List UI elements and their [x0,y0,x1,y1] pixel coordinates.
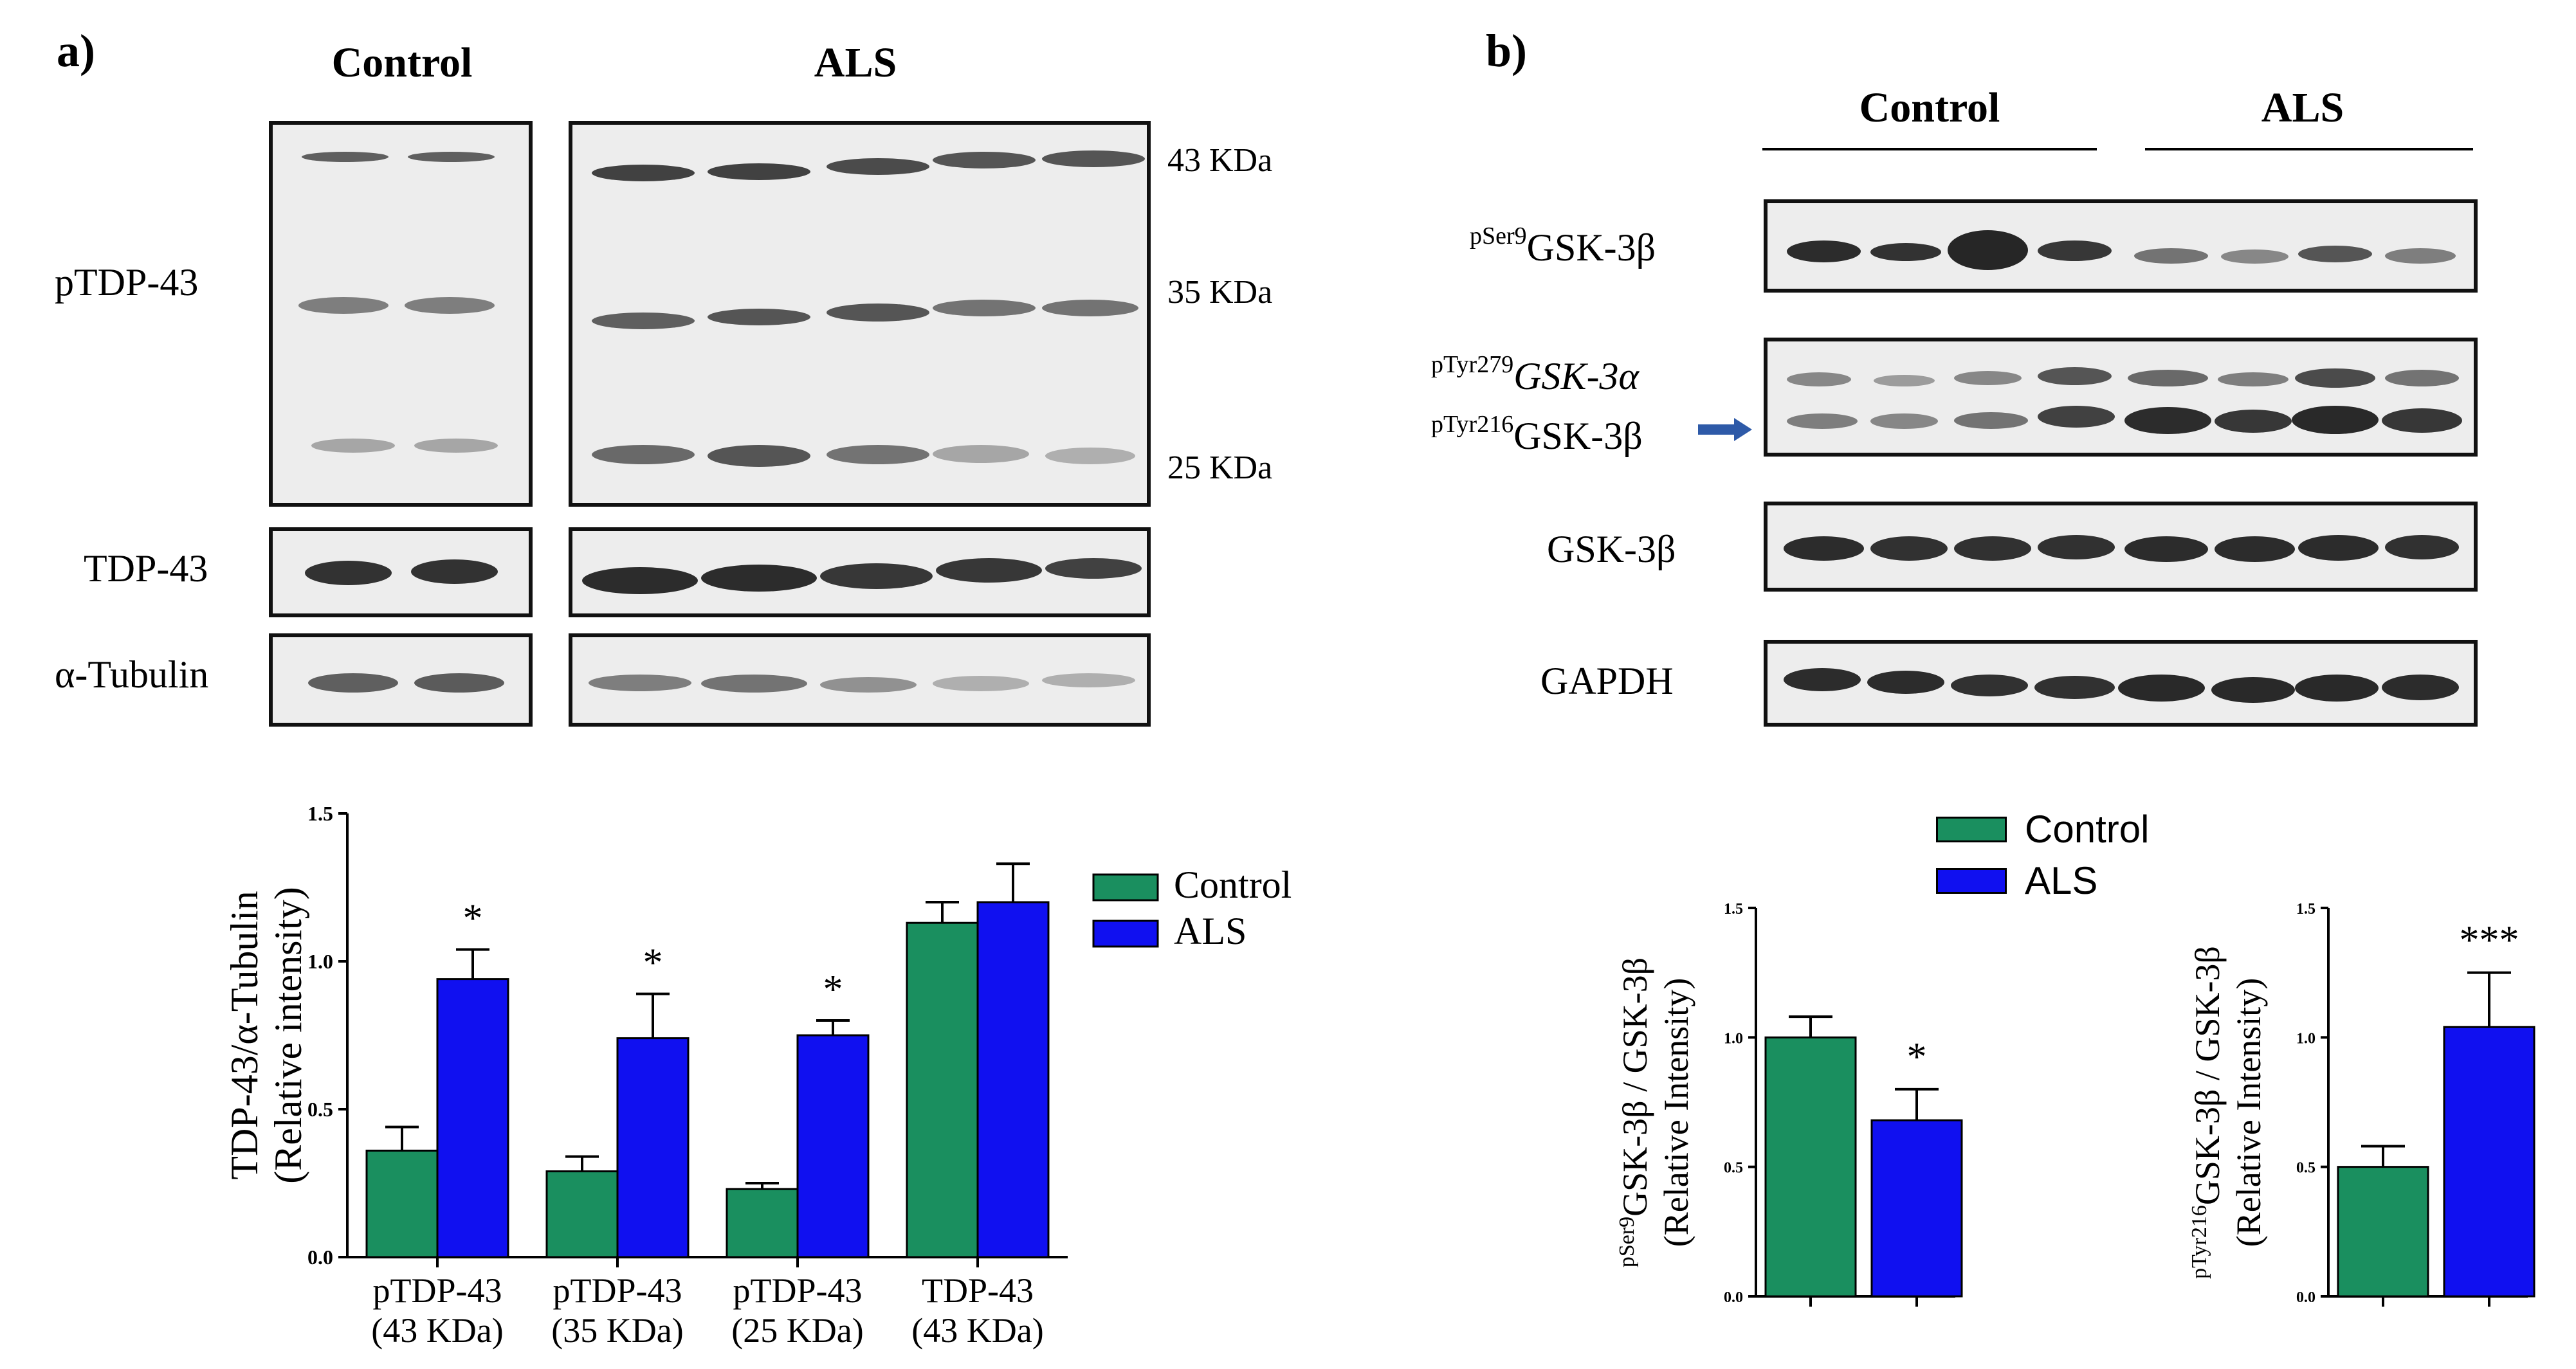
bar [365,1149,439,1258]
panel-b-control-title: Control [1859,84,2000,131]
y-tick-label: 0.0 [1724,1289,1743,1306]
blot-b-gsk [1764,502,2478,592]
row-label-tubulin: α-Tubulin [55,653,209,696]
y-axis-label: pSer9GSK-3β / GSK-3β(Relative Intensity) [1615,957,1695,1267]
bar [436,978,509,1258]
bar [1870,1119,1963,1298]
x-tick-label: (43 KDa) [911,1311,1043,1350]
row-label-gapdh: GAPDH [1540,660,1674,702]
row-label-tdp: TDP-43 [84,547,208,590]
y-axis-label-line1: GSK-3β / GSK-3β [2188,946,2227,1205]
panel-b-als-title: ALS [2261,84,2344,131]
legend-swatch [1092,920,1159,948]
y-tick-label: 1.0 [2296,1030,2316,1047]
significance-marker: * [1907,1035,1927,1079]
arrow-icon [1698,418,1752,441]
row-label-ptdp: pTDP-43 [55,261,199,304]
row-label-pser9: pSer9GSK-3β [1470,222,1656,269]
bar [976,901,1050,1258]
bar [906,921,979,1258]
y-tick-label: 0.0 [2296,1289,2316,1306]
blot-b-pser9 [1764,199,2478,293]
marker-25: 25 KDa [1167,449,1273,486]
legend-label: Control [1174,864,1292,906]
y-axis-label-superscript: pSer9 [1615,1217,1639,1267]
significance-marker: * [463,897,483,941]
y-axis-label-superscript: pTyr216 [2188,1205,2211,1279]
chart-b1: 0.0 0.5 1.0 1.5 * pSer9GSK-3β / GSK-3β(Relati… [1615,901,1963,1307]
legend-label: ALS [1174,910,1247,952]
significance-marker: * [643,941,663,985]
marker-43: 43 KDa [1167,142,1273,179]
y-axis-label-line1: GSK-3β / GSK-3β [1616,957,1654,1217]
y-tick-label: 1.5 [307,802,333,825]
bar [545,1170,619,1258]
y-axis-label: TDP-43/α-Tubulin(Relative intensity) [223,887,309,1184]
chart-b2: 0.0 0.5 1.0 1.5 *** pTyr216GSK-3β / GSK-3β(Re… [2188,901,2535,1307]
bar [1764,1036,1857,1298]
x-tick-label: (43 KDa) [371,1311,503,1350]
legend-b-als-label: ALS [2025,859,2098,902]
legend-b-control-label: Control [2025,808,2150,851]
x-tick-label: TDP-43 [922,1271,1034,1310]
significance-marker: * [823,968,843,1011]
blot-a-tdp-als [569,527,1151,617]
y-tick-label: 0.5 [307,1098,333,1121]
x-tick-label: (25 KDa) [731,1311,863,1350]
y-tick-label: 0.0 [307,1246,333,1269]
y-axis-label-line2: (Relative Intensity) [1657,978,1695,1247]
panel-b-letter: b) [1486,25,1528,77]
panel-a-als-title: ALS [814,39,897,86]
y-axis-label-line2: (Relative intensity) [267,887,309,1184]
legend-b-als-swatch [1936,867,2007,894]
legend-b-control: Control [1936,807,2149,851]
panel-a-letter: a) [57,25,95,77]
blot-b-ptyr [1764,338,2478,457]
row-label-ptyr279: pTyr279GSK-3α [1431,351,1640,397]
y-tick-label: 1.0 [307,950,333,973]
als-bracket-line [2145,148,2473,150]
blot-a-tdp-control [269,527,533,617]
legend-b-control-swatch [1936,816,2007,842]
significance-marker: *** [2460,919,2519,963]
y-tick-label: 0.5 [1724,1160,1743,1177]
legend-b-als: ALS [1936,858,2097,903]
blot-a-ptdp-control [269,121,533,507]
blot-b-gapdh [1764,640,2478,727]
bar [2443,1026,2535,1298]
chart-a: 0.00.51.01.5*pTDP-43(43 KDa)*pTDP-43(35 … [223,802,1292,1350]
x-tick-label: pTDP-43 [373,1271,502,1310]
blot-a-ptdp-als [569,121,1151,507]
bar [2337,1166,2429,1298]
row-label-ptyr216: pTyr216GSK-3β [1431,411,1643,457]
y-tick-label: 0.5 [2296,1160,2316,1177]
legend-swatch [1092,873,1159,902]
blot-a-tubulin-als [569,633,1151,727]
y-axis-label: pTyr216GSK-3β / GSK-3β(Relative Intensit… [2188,946,2268,1279]
x-tick-label: pTDP-43 [733,1271,863,1310]
bar [726,1188,799,1258]
bar [616,1037,690,1258]
blot-a-tubulin-control [269,633,533,727]
row-label-gsk: GSK-3β [1547,528,1676,570]
bar [796,1034,870,1258]
y-tick-label: 1.5 [1724,901,1743,918]
panel-a-control-title: Control [331,39,473,86]
y-tick-label: 1.5 [2296,901,2316,918]
x-tick-label: (35 KDa) [551,1311,683,1350]
y-axis-label-line2: (Relative Intensity) [2229,978,2268,1247]
y-axis-label-line1: TDP-43/α-Tubulin [223,891,266,1179]
x-tick-label: pTDP-43 [553,1271,682,1310]
marker-35: 35 KDa [1167,274,1273,311]
control-bracket-line [1762,148,2097,150]
y-tick-label: 1.0 [1724,1030,1743,1047]
